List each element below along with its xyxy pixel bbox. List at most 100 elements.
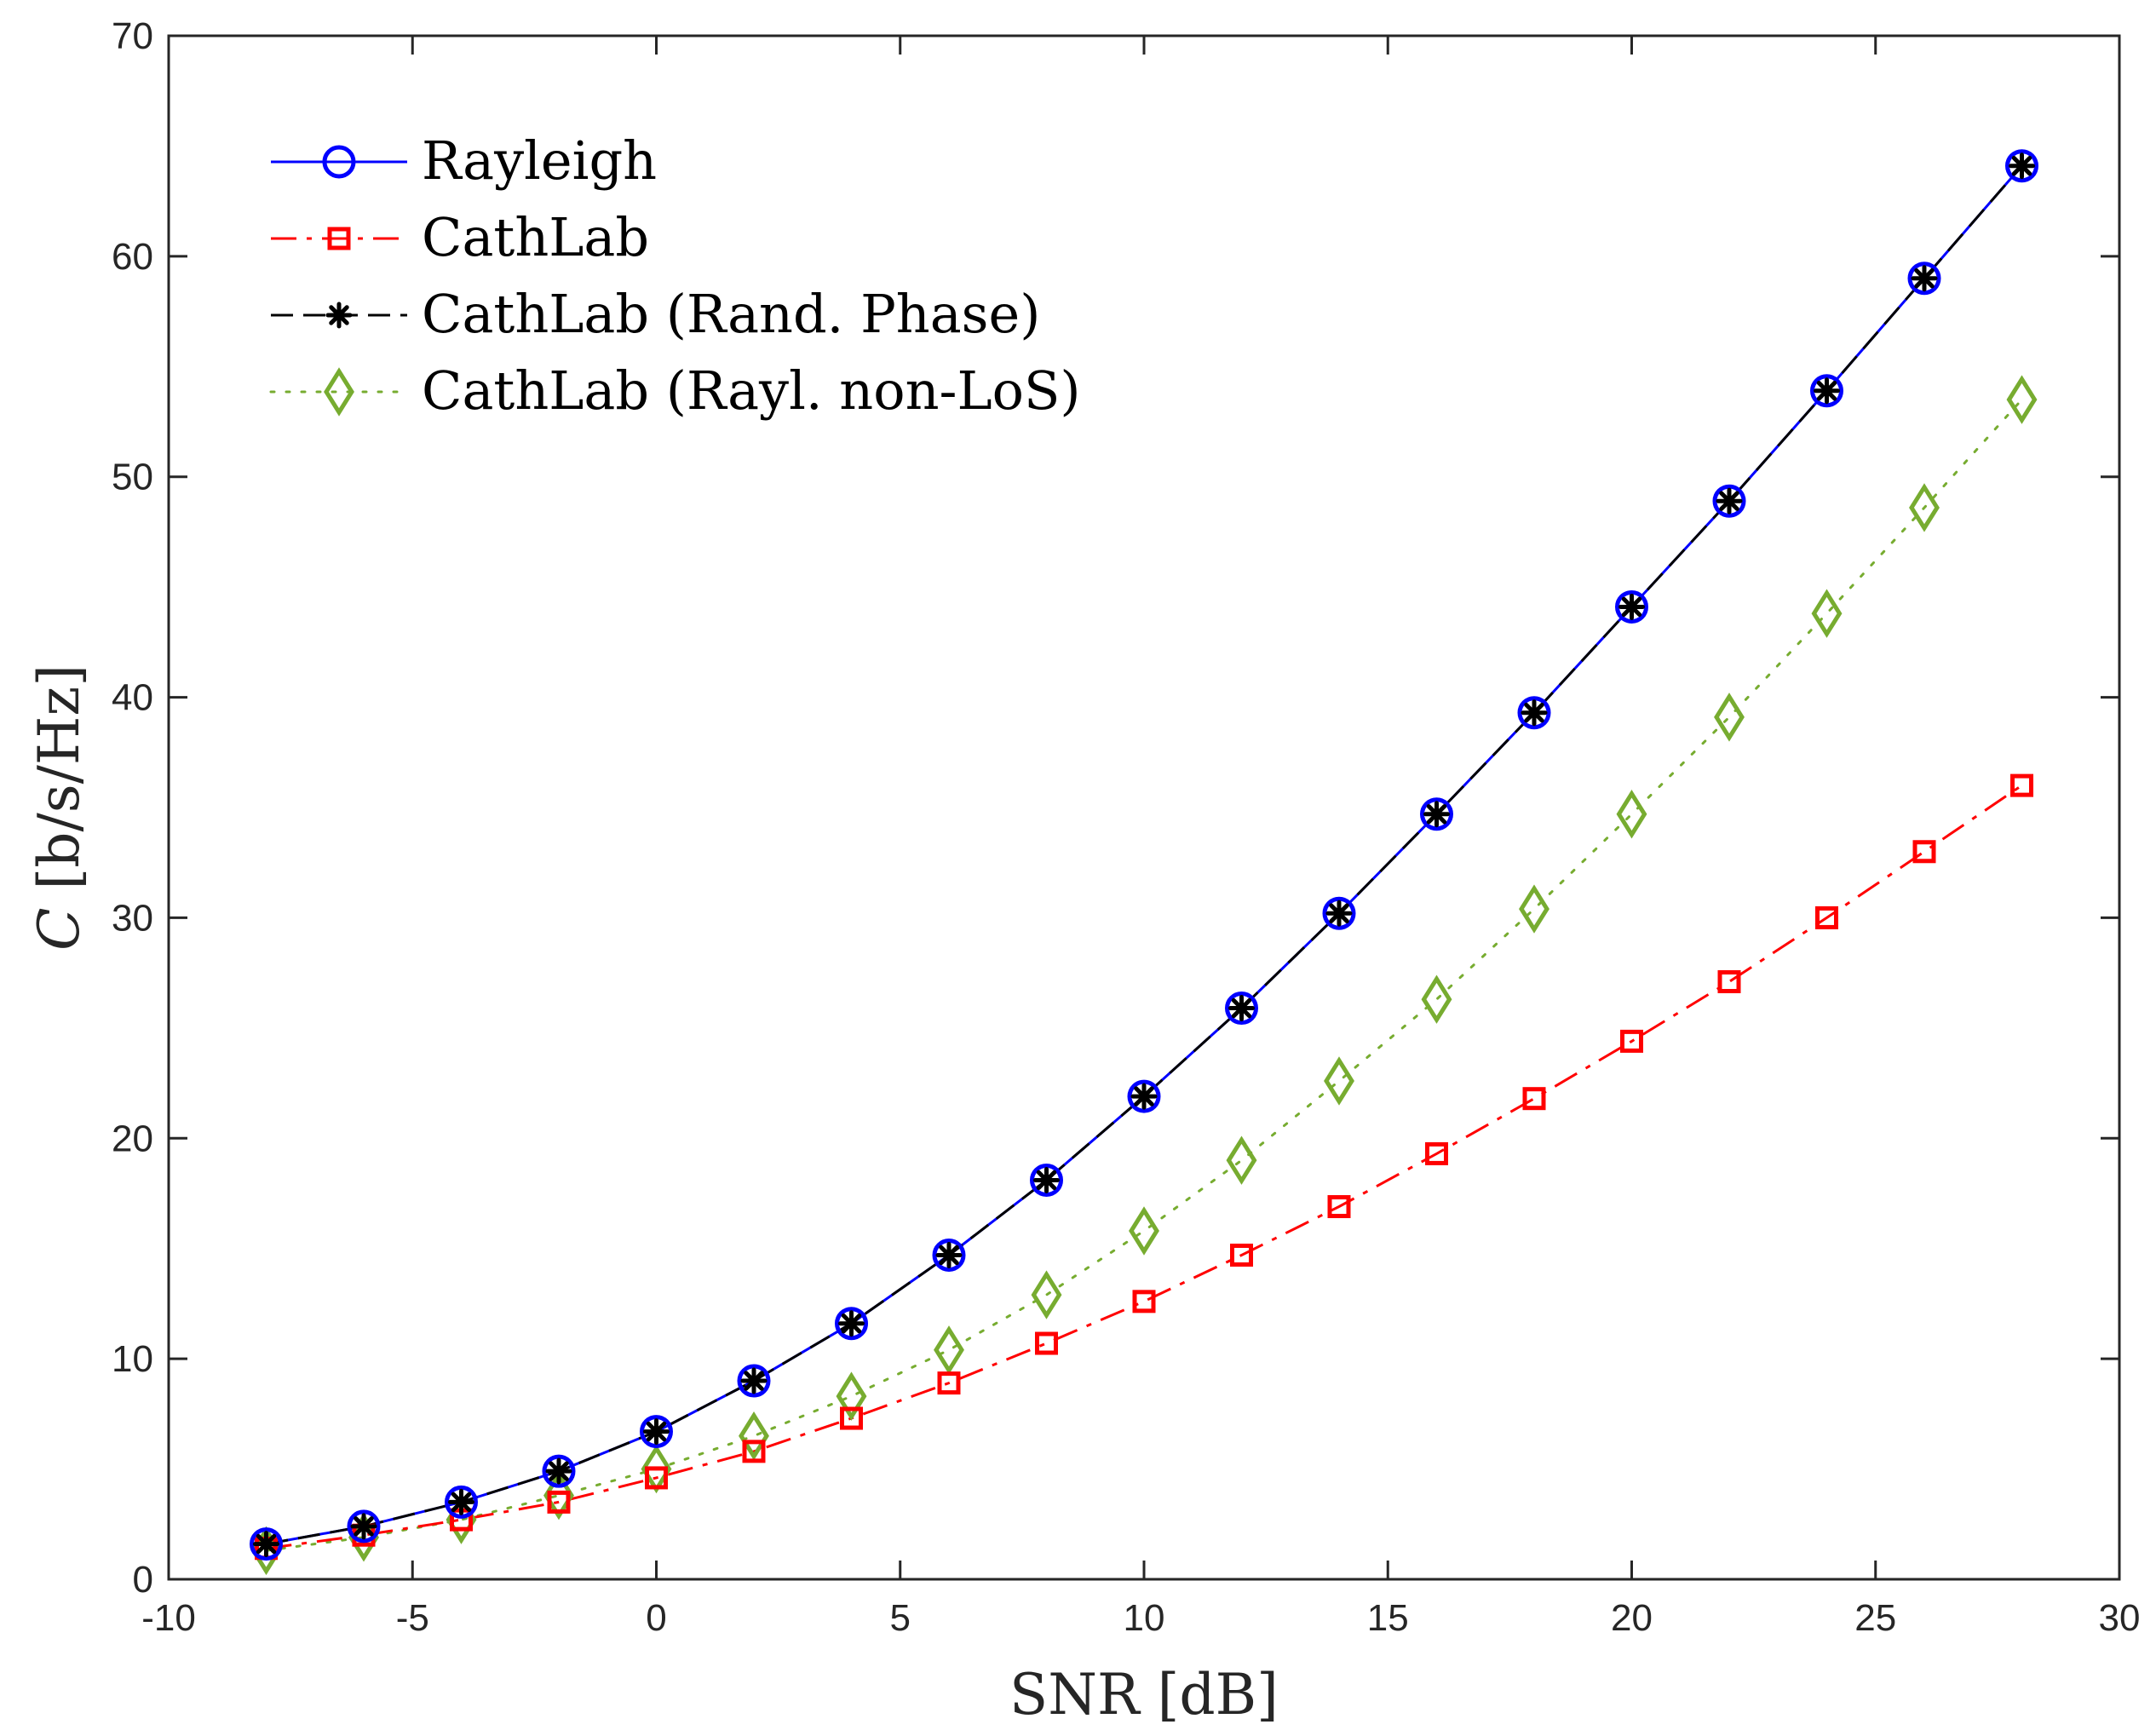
y-tick-label: 50	[112, 457, 153, 498]
data-point-cathlab	[742, 1440, 766, 1463]
data-point-rayleigh	[542, 1454, 576, 1488]
data-point-rayleigh	[640, 1415, 673, 1449]
legend: Rayleigh CathLab CathLab (Rand. Phase) Cath…	[269, 129, 1081, 422]
data-point-cathlab	[1815, 905, 1838, 929]
y-axis-unit: [b/s/Hz]	[26, 664, 92, 889]
data-point-cathlab	[1327, 1195, 1351, 1219]
data-point-cathlab-rayl-non-los	[1519, 884, 1549, 934]
legend-marker-rayleigh	[322, 145, 356, 179]
data-point-cathlab	[1717, 969, 1741, 993]
data-point-rayleigh	[737, 1364, 771, 1398]
data-point-cathlab-rand-phase	[1911, 265, 1938, 292]
data-point-rayleigh	[1517, 696, 1551, 730]
data-point-rayleigh	[347, 1509, 381, 1543]
data-point-cathlab-rayl-non-los	[1616, 790, 1647, 839]
data-point-cathlab-rand-phase	[1716, 487, 1743, 514]
y-tick-label: 30	[112, 897, 153, 939]
data-point-cathlab	[937, 1371, 961, 1395]
x-tick-label: 5	[890, 1597, 911, 1639]
y-tick-label: 70	[112, 15, 153, 57]
data-point-cathlab-rayl-non-los	[1324, 1056, 1354, 1106]
y-tick-label: 40	[112, 677, 153, 719]
data-point-rayleigh	[1615, 589, 1648, 624]
data-point-cathlab-rayl-non-los	[1129, 1206, 1159, 1256]
legend-marker-cathlab	[327, 227, 351, 250]
data-point-rayleigh	[1420, 797, 1453, 831]
data-point-cathlab-rand-phase	[1423, 801, 1450, 828]
y-axis-symbol: C	[26, 907, 92, 951]
data-point-cathlab-rayl-non-los	[836, 1371, 867, 1421]
data-point-cathlab-rand-phase	[838, 1310, 865, 1337]
axis-ticks: -10 -5 0 5 10 15 20 25 30 0 10 20 30 40 50 60 70	[112, 15, 2140, 1639]
series-line-cathlab	[266, 784, 2023, 1550]
data-point-rayleigh	[445, 1485, 478, 1519]
data-point-rayleigh	[1225, 992, 1258, 1026]
data-point-cathlab-rand-phase	[1814, 377, 1840, 405]
data-point-rayleigh	[2005, 149, 2038, 183]
legend-marker-cathlab-rand-phase	[325, 302, 353, 329]
data-point-cathlab	[1620, 1029, 1643, 1053]
data-point-cathlab-rand-phase	[935, 1241, 963, 1268]
data-point-cathlab-rayl-non-los	[543, 1470, 574, 1520]
data-point-rayleigh	[932, 1238, 966, 1272]
y-axis-title: C [b/s/Hz]	[26, 664, 92, 951]
data-point-cathlab-rand-phase	[1325, 900, 1353, 927]
x-tick-label: 30	[2099, 1597, 2141, 1639]
data-point-rayleigh	[1030, 1163, 1063, 1197]
data-point-cathlab-rand-phase	[1521, 699, 1548, 727]
series-points-cathlab	[255, 773, 2033, 1561]
data-point-cathlab-rand-phase	[1618, 593, 1645, 620]
data-point-cathlab	[2010, 773, 2033, 797]
data-point-rayleigh	[1127, 1079, 1161, 1113]
data-point-rayleigh	[835, 1307, 868, 1341]
data-point-cathlab-rand-phase	[740, 1367, 768, 1394]
y-tick-label: 10	[112, 1338, 153, 1380]
data-point-cathlab-rayl-non-los	[1714, 693, 1745, 742]
data-point-cathlab-rand-phase	[1033, 1166, 1060, 1193]
data-point-rayleigh	[1712, 484, 1746, 518]
series-points-cathlab-rand-phase	[253, 152, 2035, 1558]
data-point-cathlab-rand-phase	[1130, 1083, 1158, 1110]
data-point-cathlab-rand-phase	[1228, 995, 1255, 1022]
data-point-cathlab-rayl-non-los	[1226, 1135, 1257, 1185]
data-point-cathlab-rayl-non-los	[739, 1411, 769, 1461]
legend-label-rayleigh: Rayleigh	[422, 129, 657, 192]
data-point-cathlab-rayl-non-los	[934, 1325, 964, 1375]
data-point-cathlab	[547, 1490, 571, 1514]
y-tick-label: 60	[112, 236, 153, 278]
data-point-cathlab	[1425, 1141, 1448, 1165]
x-tick-label: 0	[646, 1597, 666, 1639]
y-tick-label: 0	[133, 1559, 153, 1601]
data-point-cathlab	[1230, 1243, 1253, 1267]
x-tick-label: -10	[141, 1597, 196, 1639]
legend-label-cathlab: CathLab	[422, 206, 649, 268]
data-point-cathlab-rayl-non-los	[1421, 974, 1452, 1024]
data-point-rayleigh	[1322, 896, 1356, 930]
data-point-cathlab	[1132, 1290, 1156, 1313]
x-tick-label: 10	[1124, 1597, 1165, 1639]
axes-box	[167, 34, 2121, 1581]
data-point-cathlab-rayl-non-los	[1909, 483, 1940, 532]
legend-label-cathlab-rayl-non-los: CathLab (Rayl. non-LoS)	[422, 359, 1081, 422]
legend-marker-cathlab-rayl-non-los	[324, 367, 354, 417]
legend-label-cathlab-rand-phase: CathLab (Rand. Phase)	[422, 283, 1040, 345]
data-point-cathlab-rayl-non-los	[1031, 1270, 1062, 1319]
data-point-cathlab-rand-phase	[2009, 152, 2035, 180]
series-markers	[250, 149, 2038, 1576]
data-point-cathlab-rand-phase	[643, 1418, 670, 1446]
data-point-cathlab	[645, 1466, 668, 1490]
x-tick-label: 15	[1367, 1597, 1409, 1639]
data-point-cathlab	[1522, 1087, 1546, 1111]
data-point-cathlab-rand-phase	[448, 1488, 474, 1515]
data-point-rayleigh	[1907, 262, 1941, 296]
y-tick-label: 20	[112, 1118, 153, 1159]
data-point-rayleigh	[1810, 374, 1843, 408]
data-point-cathlab-rand-phase	[350, 1513, 377, 1540]
data-point-cathlab-rayl-non-los	[1811, 589, 1843, 638]
data-point-rayleigh	[250, 1527, 283, 1561]
x-tick-label: 25	[1854, 1597, 1896, 1639]
data-point-cathlab-rayl-non-los	[641, 1444, 672, 1494]
data-point-cathlab-rayl-non-los	[2006, 375, 2038, 424]
data-point-cathlab-rand-phase	[545, 1457, 572, 1485]
